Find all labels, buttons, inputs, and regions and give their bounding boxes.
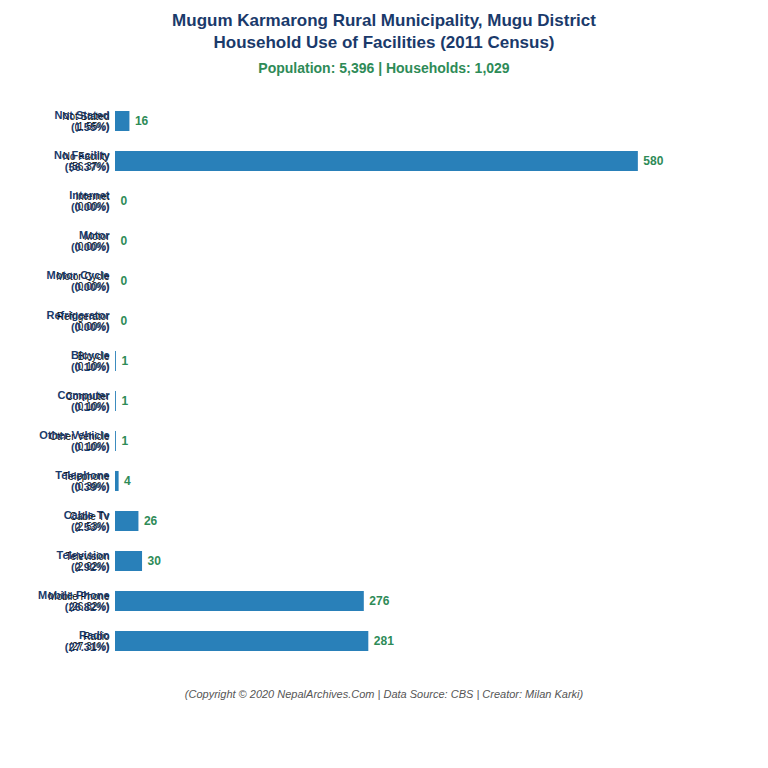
svg-text:276: 276 [369, 595, 389, 609]
svg-text:0: 0 [121, 195, 128, 209]
svg-text:1: 1 [121, 355, 128, 369]
html-text:(Copyright © 2020 NepalArchive: (Copyright © 2020 NepalArchives.Com | Da… [184, 688, 584, 701]
svg-text:Motor Cycle(0.00%): Motor Cycle(0.00%) [47, 270, 110, 294]
svg-text:Internet(0.00%): Internet(0.00%) [69, 190, 110, 214]
svg-text:1: 1 [121, 395, 128, 409]
svg-text:Radio(27.31%): Radio(27.31%) [65, 630, 110, 654]
svg-text:4: 4 [124, 475, 131, 489]
svg-text:0: 0 [121, 315, 128, 329]
svg-text:281: 281 [374, 635, 394, 649]
svg-text:580: 580 [643, 155, 663, 169]
svg-text:Other Vehicle(0.10%): Other Vehicle(0.10%) [39, 430, 110, 454]
svg-text:0: 0 [121, 235, 128, 249]
svg-text:1: 1 [121, 435, 128, 449]
svg-text:Telephone(0.39%): Telephone(0.39%) [55, 470, 110, 494]
svg-text:Bicycle(0.10%): Bicycle(0.10%) [71, 350, 110, 374]
svg-text:Mobile Phone(26.82%): Mobile Phone(26.82%) [38, 590, 110, 614]
svg-text:26: 26 [144, 515, 158, 529]
svg-text:Not Stated(1.55%): Not Stated(1.55%) [55, 110, 110, 134]
svg-text:Computer(0.10%): Computer(0.10%) [58, 390, 111, 414]
html-text:Population: 5,396 | Households: Population: 5,396 | Households: 1,029 [258, 60, 510, 77]
svg-text:30: 30 [148, 555, 162, 569]
html-text:Mugum Karmarong Rural Municipa: Mugum Karmarong Rural Municipality, Mugu… [172, 11, 596, 30]
svg-text:Television(2.92%): Television(2.92%) [57, 550, 110, 574]
svg-text:Cable Tv(2.53%): Cable Tv(2.53%) [64, 510, 111, 534]
svg-text:0: 0 [121, 275, 128, 289]
svg-text:Refrigerator(0.00%): Refrigerator(0.00%) [47, 310, 111, 334]
svg-text:Motor(0.00%): Motor(0.00%) [71, 230, 110, 254]
svg-text:16: 16 [135, 115, 149, 129]
html-text:Household Use of Facilities (2: Household Use of Facilities (2011 Census… [213, 33, 555, 53]
svg-text:No Facility(56.37%): No Facility(56.37%) [54, 150, 111, 174]
